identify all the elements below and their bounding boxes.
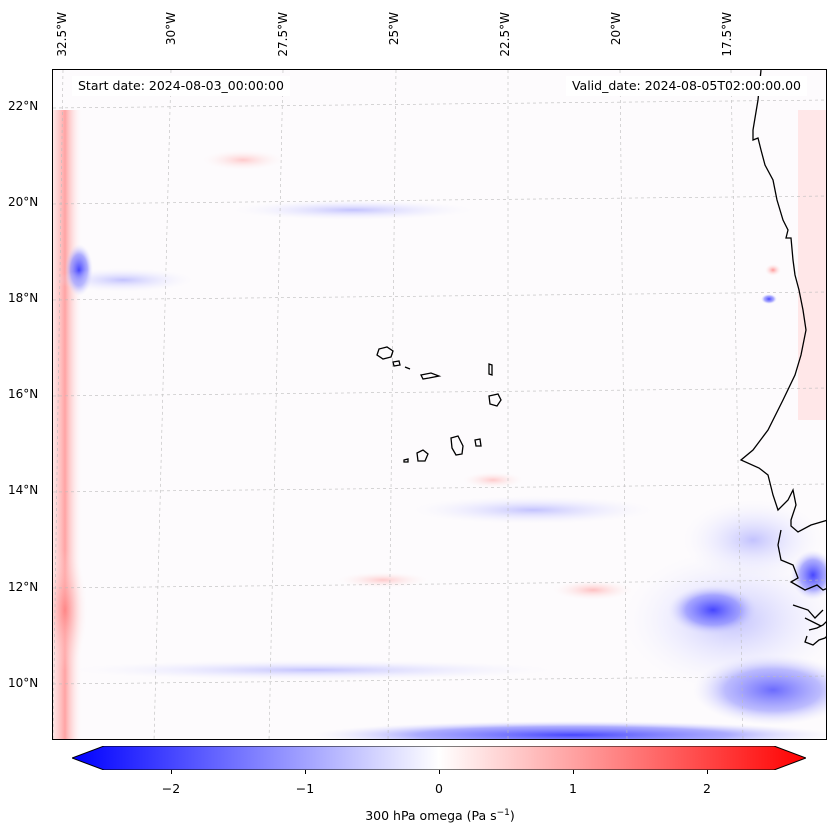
lon-label-17-5w: 17.5°W bbox=[720, 12, 734, 57]
island-santa-luzia bbox=[404, 366, 411, 370]
sahel-ascent-cell bbox=[668, 585, 758, 635]
map-panel bbox=[52, 69, 827, 740]
lon-label-25w: 25°W bbox=[387, 12, 401, 46]
island-sal bbox=[488, 363, 493, 376]
island-sao-vicente bbox=[392, 360, 401, 367]
east-boundary-positive-band bbox=[798, 110, 826, 420]
lat-label-22n: 22°N bbox=[8, 99, 39, 113]
lat-label-16n: 16°N bbox=[8, 387, 39, 401]
colorbar-tick-mark bbox=[305, 770, 306, 774]
southern-ascent-band bbox=[313, 721, 826, 739]
colorbar-tick-mark bbox=[171, 770, 172, 774]
lat-label-18n: 18°N bbox=[8, 291, 39, 305]
colorbar-tick-mark bbox=[707, 770, 708, 774]
lat-label-12n: 12°N bbox=[8, 580, 39, 594]
colorbar-tick-label: 1 bbox=[569, 781, 577, 796]
lat-label-20n: 20°N bbox=[8, 195, 39, 209]
west-african-coastline bbox=[739, 70, 826, 646]
colorbar-tick-mark bbox=[439, 770, 440, 774]
island-santo-antao bbox=[376, 346, 394, 360]
valid-date-label: Valid_date: 2024-08-05T02:00:00.00 bbox=[565, 76, 807, 96]
island-santiago bbox=[450, 435, 464, 456]
lon-label-30w: 30°W bbox=[164, 12, 178, 46]
omega-field-map bbox=[53, 70, 826, 739]
graticule bbox=[53, 70, 826, 739]
island-boa-vista bbox=[488, 393, 502, 407]
colorbar-label: 300 hPa omega (Pa s−1) bbox=[365, 808, 515, 824]
lat-label-14n: 14°N bbox=[8, 483, 39, 497]
lon-label-22-5w: 22.5°W bbox=[498, 12, 512, 57]
island-sao-nicolau bbox=[420, 372, 442, 380]
colorbar-tick-label: −1 bbox=[295, 781, 315, 796]
lon-label-20w: 20°W bbox=[609, 12, 623, 46]
colorbar-tick-mark bbox=[573, 770, 574, 774]
cabo-verde-islands bbox=[376, 346, 502, 463]
start-date-label: Start date: 2024-08-03_00:00:00 bbox=[72, 76, 290, 96]
colorbar-tick-label: 2 bbox=[703, 781, 711, 796]
lat-label-10n: 10°N bbox=[8, 676, 39, 690]
lon-label-27-5w: 27.5°W bbox=[276, 12, 290, 57]
lon-label-32-5w: 32.5°W bbox=[55, 12, 69, 57]
colorbar-scale bbox=[72, 746, 806, 770]
island-maio bbox=[474, 438, 482, 447]
colorbar-tick-label: −2 bbox=[161, 781, 181, 796]
colorbar bbox=[72, 746, 806, 770]
island-brava bbox=[403, 458, 409, 463]
colorbar-tick-label: 0 bbox=[435, 781, 443, 796]
island-fogo bbox=[416, 449, 429, 462]
omega-shading bbox=[53, 70, 826, 739]
